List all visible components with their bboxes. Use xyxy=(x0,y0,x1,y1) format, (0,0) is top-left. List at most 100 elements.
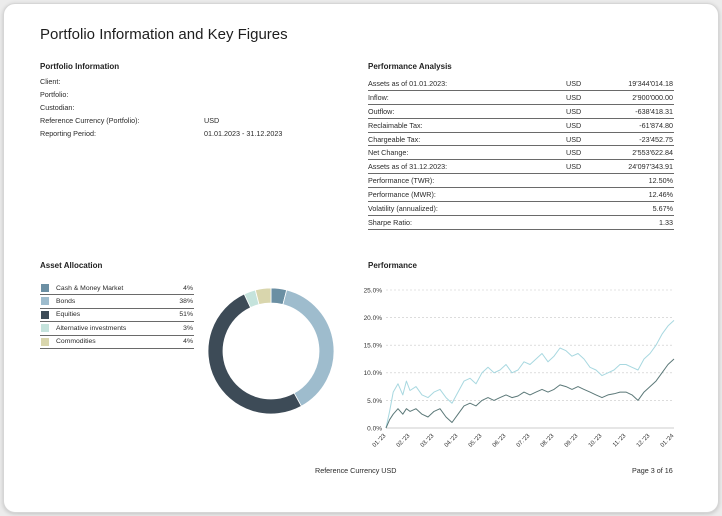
performance-analysis-row: Assets as of 31.12.2023: USD 24'097'343.91 xyxy=(368,160,674,175)
y-tick-label: 15.0% xyxy=(364,343,383,350)
portfolio-info-label: Client: xyxy=(40,77,61,86)
performance-analysis-value: 1.33 xyxy=(659,217,673,227)
x-tick-label: 08.'23 xyxy=(540,433,556,449)
performance-analysis-currency: USD xyxy=(566,120,582,130)
performance-analysis-label: Reclaimable Tax: xyxy=(368,120,423,130)
portfolio-info-row: Portfolio: xyxy=(40,90,340,103)
asset-allocation-row: Alternative investments 3% xyxy=(40,322,194,336)
legend-swatch xyxy=(41,324,49,333)
asset-allocation-row: Cash & Money Market 4% xyxy=(40,282,194,296)
asset-class-share: 38% xyxy=(179,297,193,305)
page-title: Portfolio Information and Key Figures xyxy=(40,26,288,43)
asset-allocation-legend: Cash & Money Market 4% Bonds 38% Equities 51%… xyxy=(40,282,194,349)
performance-analysis-row: Chargeable Tax: USD -23'452.75 xyxy=(368,133,674,147)
performance-analysis-currency: USD xyxy=(566,162,582,172)
performance-analysis-label: Inflow: xyxy=(368,92,389,102)
asset-class-share: 4% xyxy=(183,338,193,346)
performance-analysis-row: Performance (MWR): 12.46% xyxy=(368,188,674,203)
performance-analysis-value: 2'900'000.00 xyxy=(632,92,673,102)
performance-analysis-label: Performance (MWR): xyxy=(368,190,436,200)
x-tick-label: 11.'23 xyxy=(612,433,628,449)
portfolio-info-row: Custodian: xyxy=(40,103,340,116)
portfolio-info-label: Portfolio: xyxy=(40,90,69,99)
x-tick-label: 02.'23 xyxy=(396,433,412,449)
performance-analysis-value: 12.50% xyxy=(648,176,673,186)
x-tick-label: 07.'23 xyxy=(516,433,532,449)
performance-analysis-value: 19'344'014.18 xyxy=(628,79,673,88)
x-tick-label: 03.'23 xyxy=(420,433,436,449)
asset-allocation-donut-chart xyxy=(207,287,335,415)
performance-analysis-value: -638'418.31 xyxy=(635,106,673,116)
legend-swatch xyxy=(41,310,49,319)
performance-analysis-label: Sharpe Ratio: xyxy=(368,217,412,227)
asset-allocation-row: Commodities 4% xyxy=(40,336,194,349)
asset-allocation-row: Bonds 38% xyxy=(40,295,194,309)
asset-allocation-row: Equities 51% xyxy=(40,309,194,323)
performance-analysis-value: -23'452.75 xyxy=(639,134,673,144)
asset-class-share: 4% xyxy=(183,284,193,292)
performance-analysis-label: Net Change: xyxy=(368,148,409,158)
y-tick-label: 25.0% xyxy=(364,287,383,294)
y-tick-label: 5.0% xyxy=(367,398,382,405)
performance-analysis-row: Assets as of 01.01.2023: USD 19'344'014.18 xyxy=(368,77,674,91)
performance-analysis-row: Reclaimable Tax: USD -61'874.80 xyxy=(368,119,674,133)
performance-series-line-1 xyxy=(385,320,675,429)
portfolio-info-heading: Portfolio Information xyxy=(40,62,120,71)
asset-class-label: Equities xyxy=(56,311,81,319)
performance-analysis-label: Volatility (annualized): xyxy=(368,204,438,214)
portfolio-info-row: Reporting Period: 01.01.2023 - 31.12.202… xyxy=(40,129,340,142)
performance-analysis-currency: USD xyxy=(566,92,582,102)
portfolio-info-row: Reference Currency (Portfolio): USD xyxy=(40,116,340,129)
report-page: Portfolio Information and Key Figures Po… xyxy=(3,3,719,513)
x-tick-label: 09.'23 xyxy=(564,433,580,449)
asset-class-label: Bonds xyxy=(56,297,76,305)
x-tick-label: 01.'23 xyxy=(372,433,388,449)
donut-slice-commodities xyxy=(254,287,272,305)
asset-class-label: Alternative investments xyxy=(56,324,127,332)
x-tick-label: 01.'24 xyxy=(660,433,676,449)
footer-page-number: Page 3 of 16 xyxy=(632,466,673,475)
y-tick-label: 20.0% xyxy=(364,315,383,322)
performance-analysis-value: 2'553'622.84 xyxy=(632,148,673,158)
portfolio-info-label: Reporting Period: xyxy=(40,129,96,138)
performance-analysis-row: Inflow: USD 2'900'000.00 xyxy=(368,91,674,105)
performance-analysis-table: Assets as of 01.01.2023: USD 19'344'014.18… xyxy=(368,77,674,230)
portfolio-info-label: Custodian: xyxy=(40,103,75,112)
performance-analysis-label: Performance (TWR): xyxy=(368,176,435,186)
y-tick-label: 0.0% xyxy=(367,425,382,432)
x-tick-label: 10.'23 xyxy=(588,433,604,449)
performance-analysis-row: Volatility (annualized): 5.67% xyxy=(368,202,674,216)
performance-analysis-label: Chargeable Tax: xyxy=(368,134,421,144)
x-tick-label: 05.'23 xyxy=(468,433,484,449)
asset-class-share: 3% xyxy=(183,324,193,332)
portfolio-info-label: Reference Currency (Portfolio): xyxy=(40,116,140,125)
legend-swatch xyxy=(41,297,49,306)
performance-chart-heading: Performance xyxy=(368,261,417,270)
donut-slice-equities xyxy=(207,293,302,415)
asset-class-label: Cash & Money Market xyxy=(56,284,124,292)
donut-slice-bonds xyxy=(282,289,335,407)
performance-analysis-currency: USD xyxy=(566,106,582,116)
asset-class-share: 51% xyxy=(179,311,193,319)
footer-reference-currency: Reference Currency USD xyxy=(315,466,397,475)
performance-analysis-row: Net Change: USD 2'553'622.84 xyxy=(368,146,674,161)
performance-analysis-value: 5.67% xyxy=(652,204,673,214)
performance-analysis-label: Assets as of 31.12.2023: xyxy=(368,162,448,172)
performance-analysis-row: Sharpe Ratio: 1.33 xyxy=(368,216,674,230)
legend-swatch xyxy=(41,337,49,346)
x-tick-label: 12.'23 xyxy=(636,433,652,449)
performance-analysis-value: 24'097'343.91 xyxy=(628,162,673,172)
performance-analysis-currency: USD xyxy=(566,148,582,158)
portfolio-info-value: USD xyxy=(204,116,220,125)
performance-analysis-value: 12.46% xyxy=(648,190,673,200)
performance-analysis-row: Performance (TWR): 12.50% xyxy=(368,174,674,189)
y-tick-label: 10.0% xyxy=(364,370,383,377)
performance-analysis-label: Assets as of 01.01.2023: xyxy=(368,79,448,88)
asset-class-label: Commodities xyxy=(56,338,96,346)
performance-analysis-currency: USD xyxy=(566,134,582,144)
performance-line-chart: 0.0% 5.0% 10.0% 15.0% 20.0% 25.0% 01.'23 02.'23… xyxy=(364,287,676,449)
asset-allocation-heading: Asset Allocation xyxy=(40,261,103,270)
legend-swatch xyxy=(41,284,49,292)
performance-analysis-heading: Performance Analysis xyxy=(368,62,452,71)
performance-analysis-row: Outflow: USD -638'418.31 xyxy=(368,105,674,119)
